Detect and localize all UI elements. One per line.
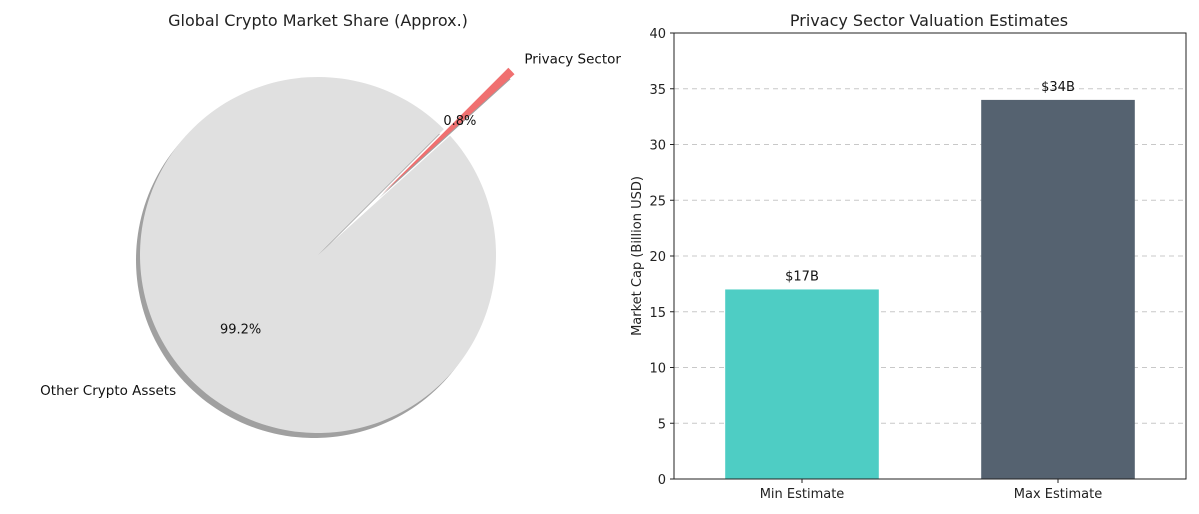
slice-pct-other-crypto-assets: 99.2% — [220, 323, 261, 338]
data-label-max-estimate: $34B — [1041, 80, 1075, 95]
y-tick-label: 35 — [649, 83, 666, 98]
x-ticks: Min Estimate Max Estimate — [760, 479, 1102, 502]
y-tick-label: 30 — [649, 139, 666, 154]
y-tick-label: 0 — [658, 473, 666, 488]
pie-title: Global Crypto Market Share (Approx.) — [168, 11, 468, 30]
y-tick-label: 15 — [649, 306, 666, 321]
pie-labels: Other Crypto Assets 99.2% Privacy Sector 0.… — [40, 52, 621, 399]
slice-other-crypto-assets — [139, 76, 496, 433]
y-tick-label: 10 — [649, 362, 666, 377]
data-label-min-estimate: $17B — [785, 269, 819, 284]
y-ticks: 0 5 10 15 20 25 30 35 40 — [649, 27, 674, 488]
slice-label-privacy-sector: Privacy Sector — [524, 52, 621, 68]
bar-max-estimate — [981, 99, 1135, 480]
bar-min-estimate — [725, 289, 879, 479]
pie-chart: Global Crypto Market Share (Approx.) Oth… — [40, 11, 621, 438]
y-axis-label: Market Cap (Billion USD) — [630, 176, 645, 336]
y-tick-label: 40 — [649, 27, 666, 42]
bar-chart: Privacy Sector Valuation Estimates Marke… — [630, 11, 1187, 502]
y-tick-label: 5 — [658, 417, 666, 432]
bar-title: Privacy Sector Valuation Estimates — [790, 11, 1068, 30]
x-tick-label-min-estimate: Min Estimate — [760, 487, 845, 502]
y-tick-label: 20 — [649, 250, 666, 265]
y-tick-label: 25 — [649, 194, 666, 209]
slice-label-other-crypto-assets: Other Crypto Assets — [40, 383, 176, 399]
bars — [725, 99, 1135, 480]
slice-privacy-sector — [382, 67, 515, 194]
data-labels: $17B $34B — [785, 80, 1075, 285]
slice-pct-privacy-sector: 0.8% — [443, 114, 476, 129]
x-tick-label-max-estimate: Max Estimate — [1014, 487, 1102, 502]
pie-slices — [139, 67, 515, 433]
